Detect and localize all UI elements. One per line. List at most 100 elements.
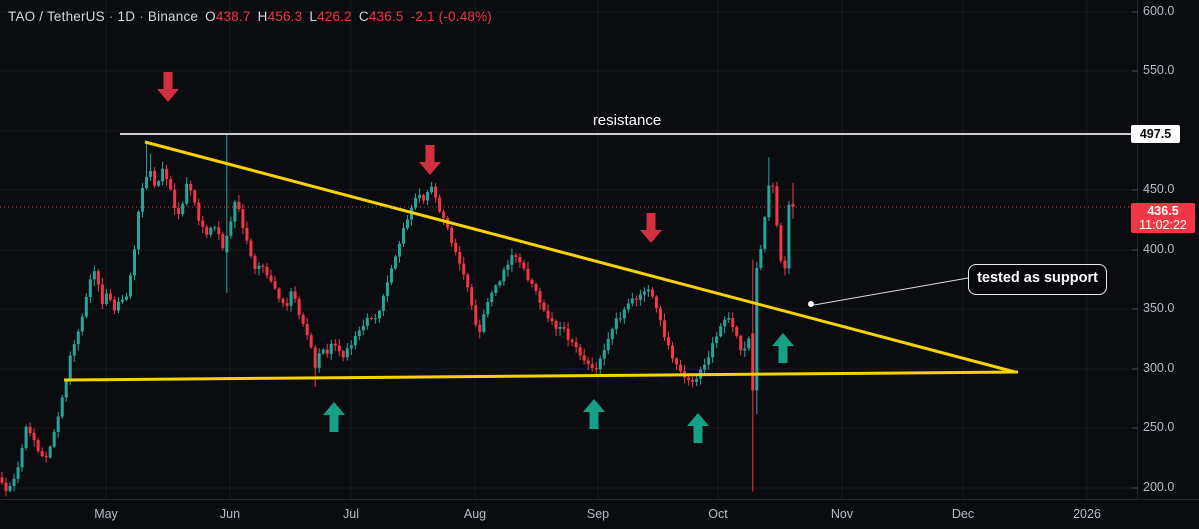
candle[interactable] <box>44 451 48 464</box>
candle[interactable] <box>297 296 301 320</box>
candle[interactable] <box>197 198 201 226</box>
candle[interactable] <box>341 349 345 362</box>
candle[interactable] <box>36 438 40 454</box>
candle[interactable] <box>622 306 626 325</box>
candle[interactable] <box>658 305 662 327</box>
candle[interactable] <box>518 253 522 268</box>
candle[interactable] <box>666 331 670 350</box>
candle[interactable] <box>719 323 723 338</box>
candle[interactable] <box>502 267 506 286</box>
candle[interactable] <box>731 312 735 333</box>
time-axis[interactable]: May Jun Jul Aug Sep Oct Nov Dec 2026 <box>0 499 1199 529</box>
candle[interactable] <box>586 356 590 371</box>
candle[interactable] <box>614 312 618 335</box>
candle[interactable] <box>787 200 791 274</box>
candle[interactable] <box>779 222 783 264</box>
candle[interactable] <box>466 272 470 292</box>
candle[interactable] <box>64 378 68 402</box>
red-down-arrow-icon[interactable] <box>640 213 662 243</box>
price-axis[interactable]: 600.0 550.0 450.0 400.0 350.0 300.0 250.0 200.0 <box>1137 0 1199 499</box>
candle[interactable] <box>626 298 630 313</box>
callout-anchor-dot[interactable] <box>808 301 814 307</box>
interval-label[interactable]: 1D <box>117 9 136 24</box>
candle[interactable] <box>771 182 775 194</box>
candle[interactable] <box>562 322 566 333</box>
candle[interactable] <box>12 473 16 492</box>
candle[interactable] <box>225 134 229 293</box>
candle[interactable] <box>426 189 430 205</box>
candle[interactable] <box>402 222 405 248</box>
candle[interactable] <box>161 161 165 186</box>
candle[interactable] <box>642 287 646 302</box>
candle[interactable] <box>747 336 751 351</box>
candle[interactable] <box>289 288 293 312</box>
candle[interactable] <box>662 313 666 341</box>
candle[interactable] <box>173 183 177 215</box>
candle[interactable] <box>634 295 638 307</box>
candle[interactable] <box>365 313 369 330</box>
candle[interactable] <box>137 210 141 255</box>
candle[interactable] <box>345 343 349 361</box>
candle[interactable] <box>410 204 414 226</box>
candle[interactable] <box>28 422 32 437</box>
candle[interactable] <box>369 316 373 321</box>
candle[interactable] <box>602 343 606 366</box>
candle[interactable] <box>141 183 145 218</box>
candle[interactable] <box>153 167 157 189</box>
candle[interactable] <box>570 338 574 347</box>
candle[interactable] <box>534 282 538 295</box>
candle[interactable] <box>104 288 108 306</box>
candle[interactable] <box>273 275 277 291</box>
candle[interactable] <box>462 256 466 280</box>
candle[interactable] <box>333 339 337 352</box>
candle[interactable] <box>510 248 514 272</box>
candle[interactable] <box>783 256 787 276</box>
candle[interactable] <box>546 304 550 323</box>
candle[interactable] <box>755 261 759 415</box>
candle[interactable] <box>281 297 285 308</box>
candle[interactable] <box>213 225 217 232</box>
candle[interactable] <box>735 325 739 339</box>
candle[interactable] <box>193 188 197 206</box>
candle[interactable] <box>56 412 60 438</box>
candle[interactable] <box>590 357 594 372</box>
candle[interactable] <box>52 429 56 448</box>
candle[interactable] <box>727 312 731 324</box>
candle[interactable] <box>185 177 189 207</box>
candle[interactable] <box>245 221 249 245</box>
candle[interactable] <box>434 182 438 203</box>
candle[interactable] <box>654 295 658 313</box>
green-up-arrow-icon[interactable] <box>323 402 345 432</box>
candle[interactable] <box>205 224 209 239</box>
candle[interactable] <box>201 215 205 233</box>
candle[interactable] <box>791 183 795 219</box>
candle[interactable] <box>349 340 353 356</box>
candle[interactable] <box>237 195 241 213</box>
candle[interactable] <box>373 313 377 324</box>
candle[interactable] <box>650 286 654 300</box>
candle[interactable] <box>715 332 719 349</box>
candle[interactable] <box>691 376 695 388</box>
candle[interactable] <box>514 252 518 263</box>
candle[interactable] <box>739 334 743 356</box>
candle[interactable] <box>554 319 558 337</box>
candle[interactable] <box>381 293 385 317</box>
candle[interactable] <box>542 299 546 313</box>
candle[interactable] <box>474 299 478 328</box>
candle[interactable] <box>574 336 578 353</box>
candle[interactable] <box>132 245 136 281</box>
symbol-name[interactable]: TAO / TetherUS <box>8 9 105 24</box>
candle[interactable] <box>671 341 675 363</box>
candle[interactable] <box>687 375 691 386</box>
candle[interactable] <box>598 355 602 375</box>
candle[interactable] <box>305 317 309 340</box>
candle[interactable] <box>40 447 44 458</box>
candle[interactable] <box>96 268 100 292</box>
candle[interactable] <box>763 215 767 253</box>
candle[interactable] <box>478 319 482 339</box>
candle[interactable] <box>321 348 325 355</box>
candle[interactable] <box>217 221 221 240</box>
candle[interactable] <box>361 319 365 336</box>
candle[interactable] <box>630 292 634 307</box>
candle[interactable] <box>221 231 225 251</box>
